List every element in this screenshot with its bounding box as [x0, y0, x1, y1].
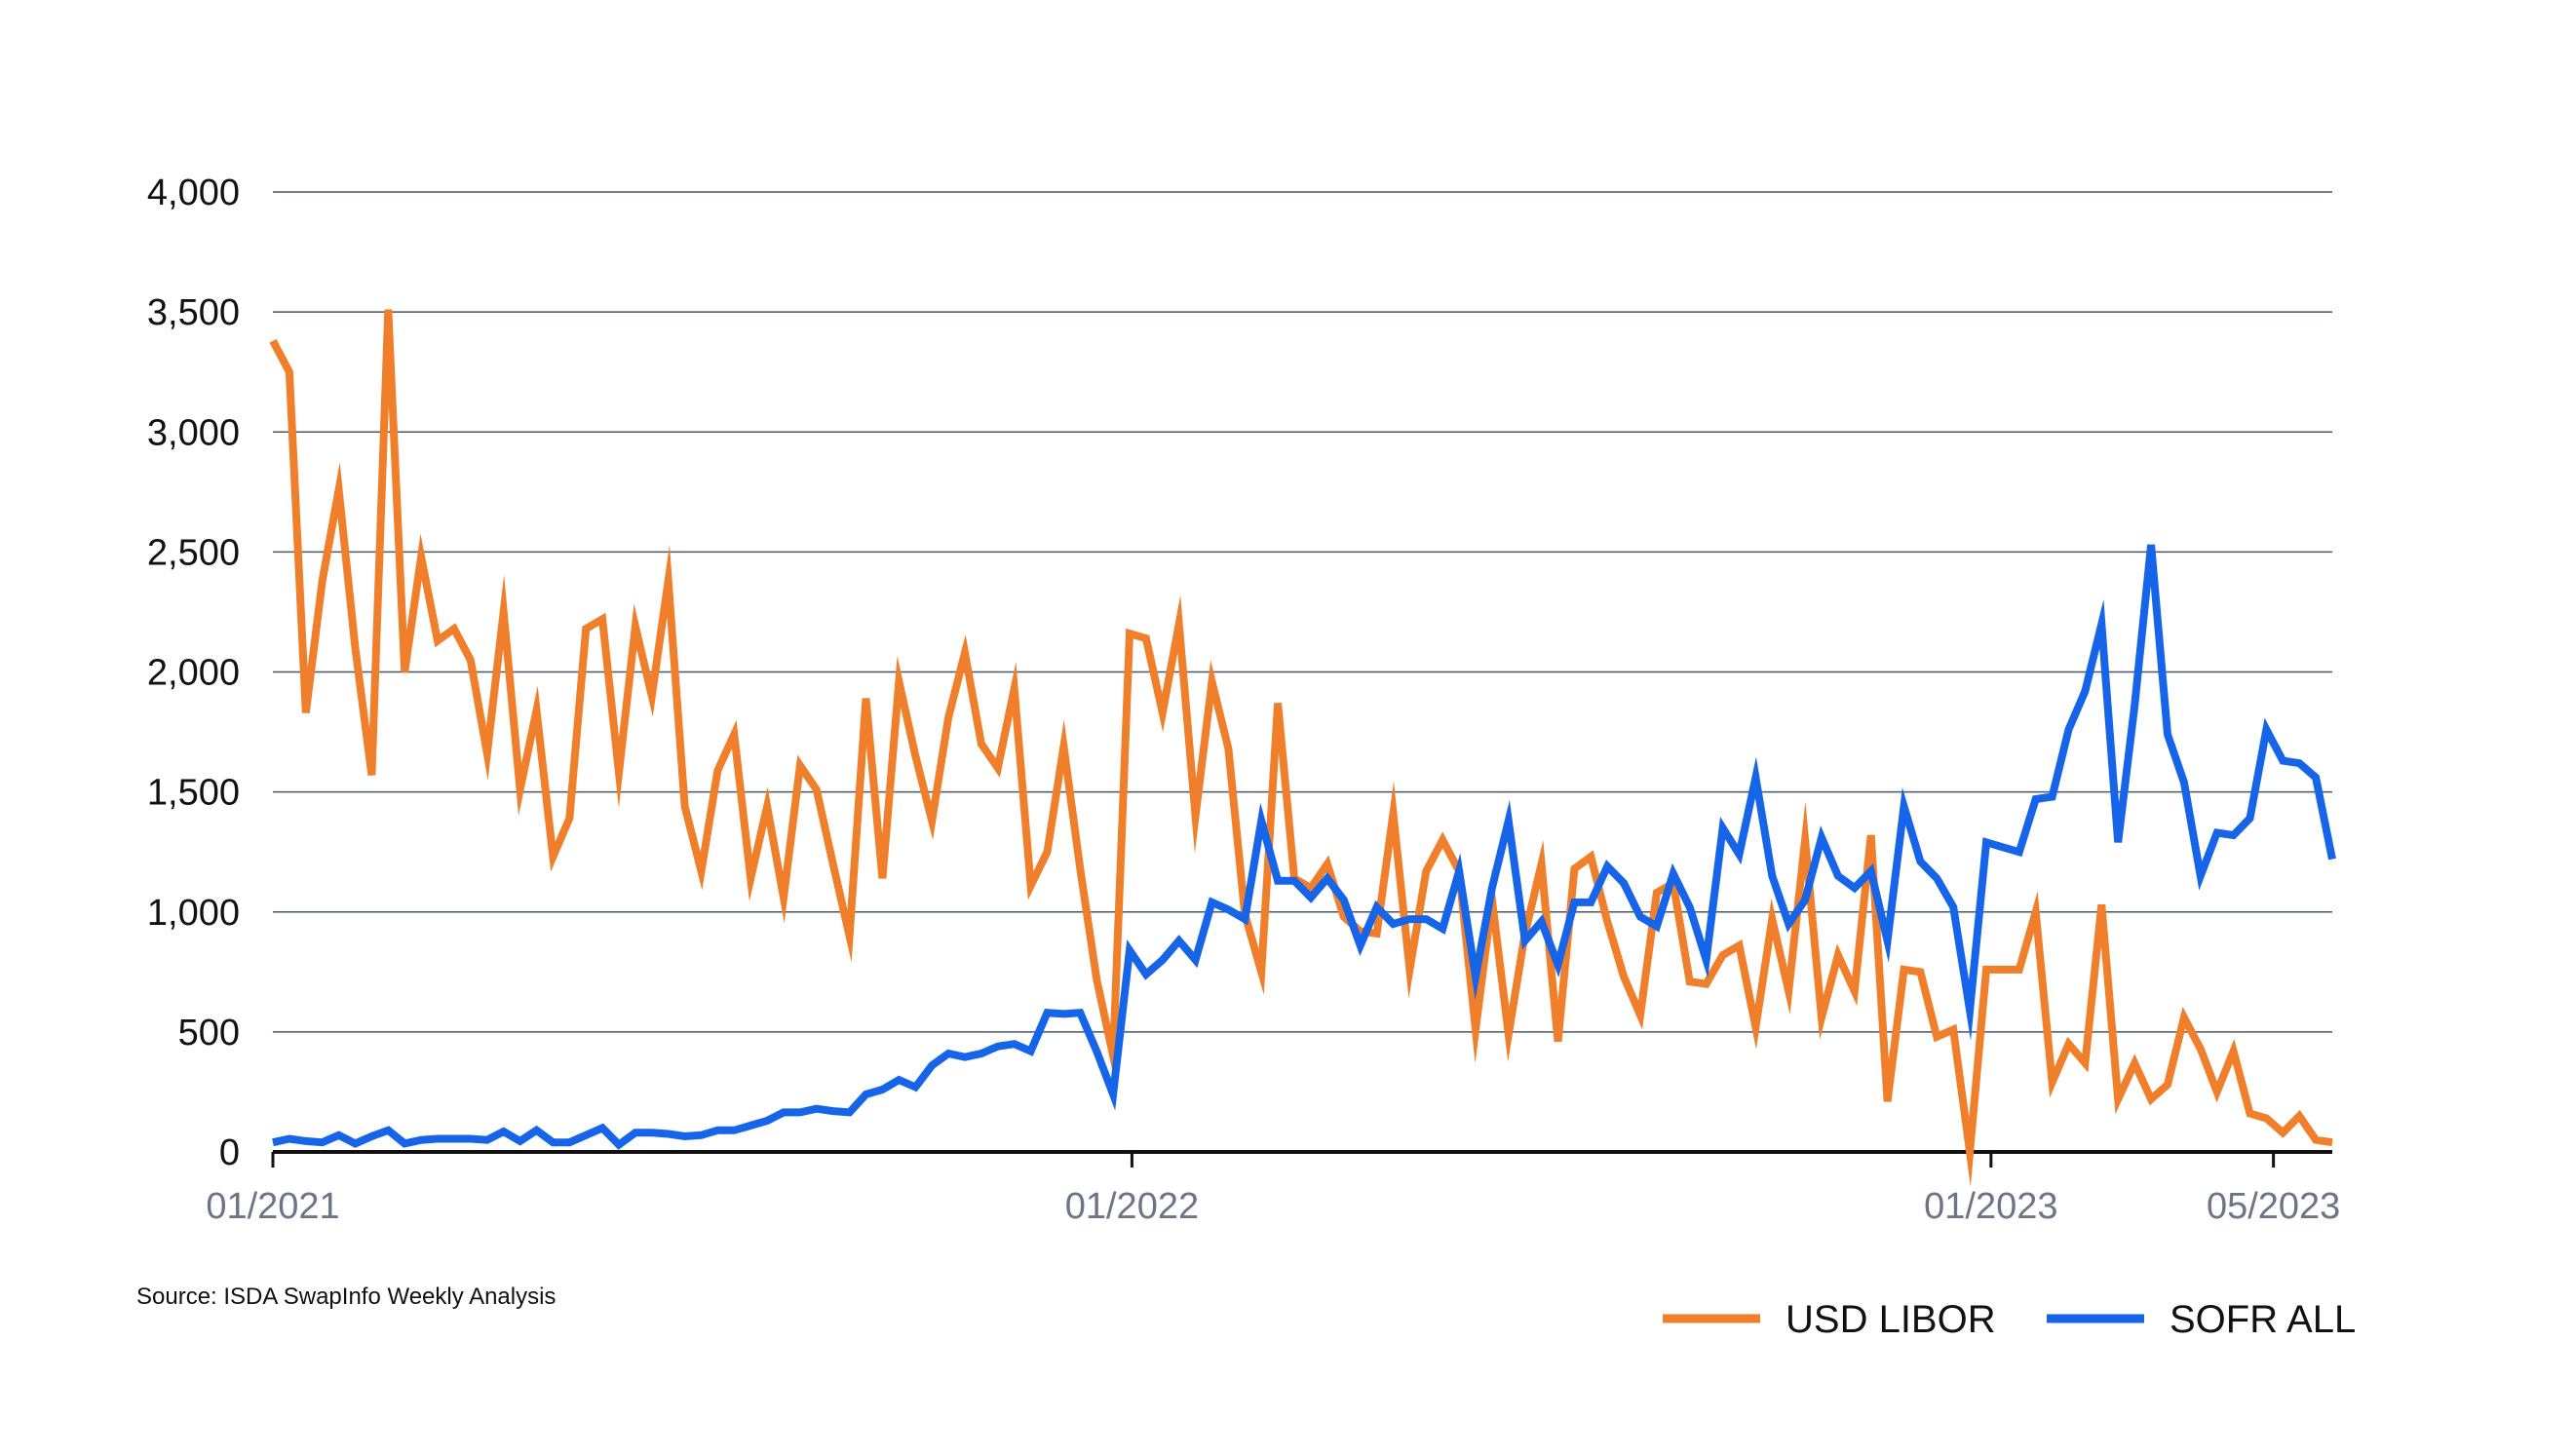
- series-line-sofr-all: [272, 544, 2336, 1150]
- legend-label: SOFR ALL: [2170, 1298, 2356, 1341]
- x-tick-label: 05/2023: [2207, 1186, 2340, 1227]
- y-tick-label: 1,500: [147, 773, 240, 814]
- y-tick-label: 2,000: [147, 653, 240, 694]
- legend: USD LIBOR SOFR ALL: [1663, 1298, 2356, 1341]
- x-tick-label: 01/2022: [1065, 1186, 1199, 1227]
- x-tick-label: 01/2021: [206, 1186, 339, 1227]
- y-tick-label: 3,000: [147, 412, 240, 453]
- y-tick-label: 1,000: [147, 893, 240, 934]
- y-axis-ticks: 0 500 1,000 1,500 2,000 2,500 3,000 3,500 4,000: [147, 172, 240, 1173]
- x-axis: 01/2021 01/2022 01/2023 05/2023: [206, 1150, 2340, 1227]
- legend-label: USD LIBOR: [1786, 1298, 1996, 1341]
- y-tick-label: 4,000: [147, 172, 240, 213]
- series-line-usd-libor: [269, 309, 2333, 1187]
- source-note: Source: ISDA SwapInfo Weekly Analysis: [136, 1284, 556, 1310]
- series-lines: [269, 309, 2336, 1187]
- y-tick-label: 500: [178, 1013, 240, 1054]
- y-tick-label: 3,500: [147, 292, 240, 333]
- gridlines: [273, 191, 2332, 1033]
- y-tick-label: 2,500: [147, 532, 240, 573]
- y-tick-label: 0: [219, 1132, 240, 1173]
- x-tick-label: 01/2023: [1924, 1186, 2057, 1227]
